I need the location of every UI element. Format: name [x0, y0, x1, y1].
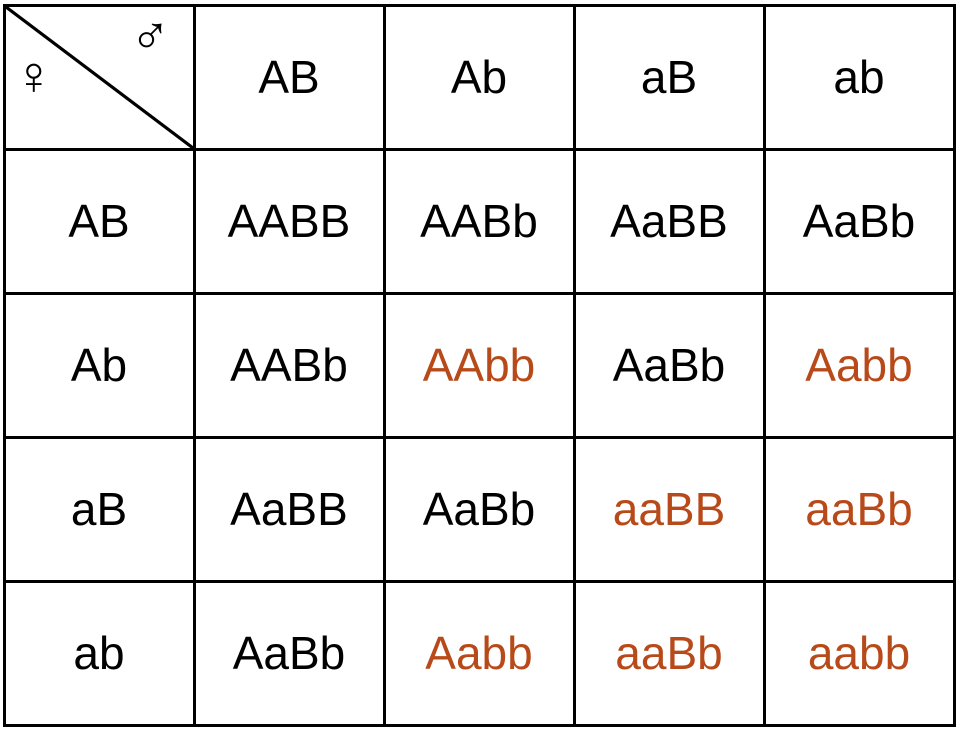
genotype-cell: AAbb [384, 293, 574, 437]
genotype-cell: AABb [194, 293, 384, 437]
genotype-cell: aaBB [574, 437, 764, 581]
genotype-cell: AaBb [574, 293, 764, 437]
genotype-cell: AaBB [574, 149, 764, 293]
punnett-square: ♀ ♂ AB Ab aB ab AB AABB AABb AaBB AaBb A… [3, 4, 956, 727]
genotype-cell: AaBb [764, 149, 954, 293]
col-header: aB [574, 5, 764, 149]
genotype-cell: aaBb [574, 581, 764, 725]
row-header: ab [4, 581, 194, 725]
genotype-cell: AaBb [194, 581, 384, 725]
genotype-cell: AABB [194, 149, 384, 293]
genotype-cell: AaBb [384, 437, 574, 581]
genotype-cell: Aabb [764, 293, 954, 437]
col-header: Ab [384, 5, 574, 149]
col-header: ab [764, 5, 954, 149]
genotype-cell: AaBB [194, 437, 384, 581]
corner-cell: ♀ ♂ [4, 5, 194, 149]
table-row: ab AaBb Aabb aaBb aabb [4, 581, 954, 725]
male-symbol-icon: ♂ [130, 9, 171, 63]
genotype-cell: Aabb [384, 581, 574, 725]
row-header: AB [4, 149, 194, 293]
genotype-cell: aabb [764, 581, 954, 725]
row-header: aB [4, 437, 194, 581]
genotype-cell: aaBb [764, 437, 954, 581]
table-row: Ab AABb AAbb AaBb Aabb [4, 293, 954, 437]
table-row: aB AaBB AaBb aaBB aaBb [4, 437, 954, 581]
row-header: Ab [4, 293, 194, 437]
table-row: ♀ ♂ AB Ab aB ab [4, 5, 954, 149]
table-row: AB AABB AABb AaBB AaBb [4, 149, 954, 293]
female-symbol-icon: ♀ [14, 49, 55, 103]
col-header: AB [194, 5, 384, 149]
genotype-cell: AABb [384, 149, 574, 293]
